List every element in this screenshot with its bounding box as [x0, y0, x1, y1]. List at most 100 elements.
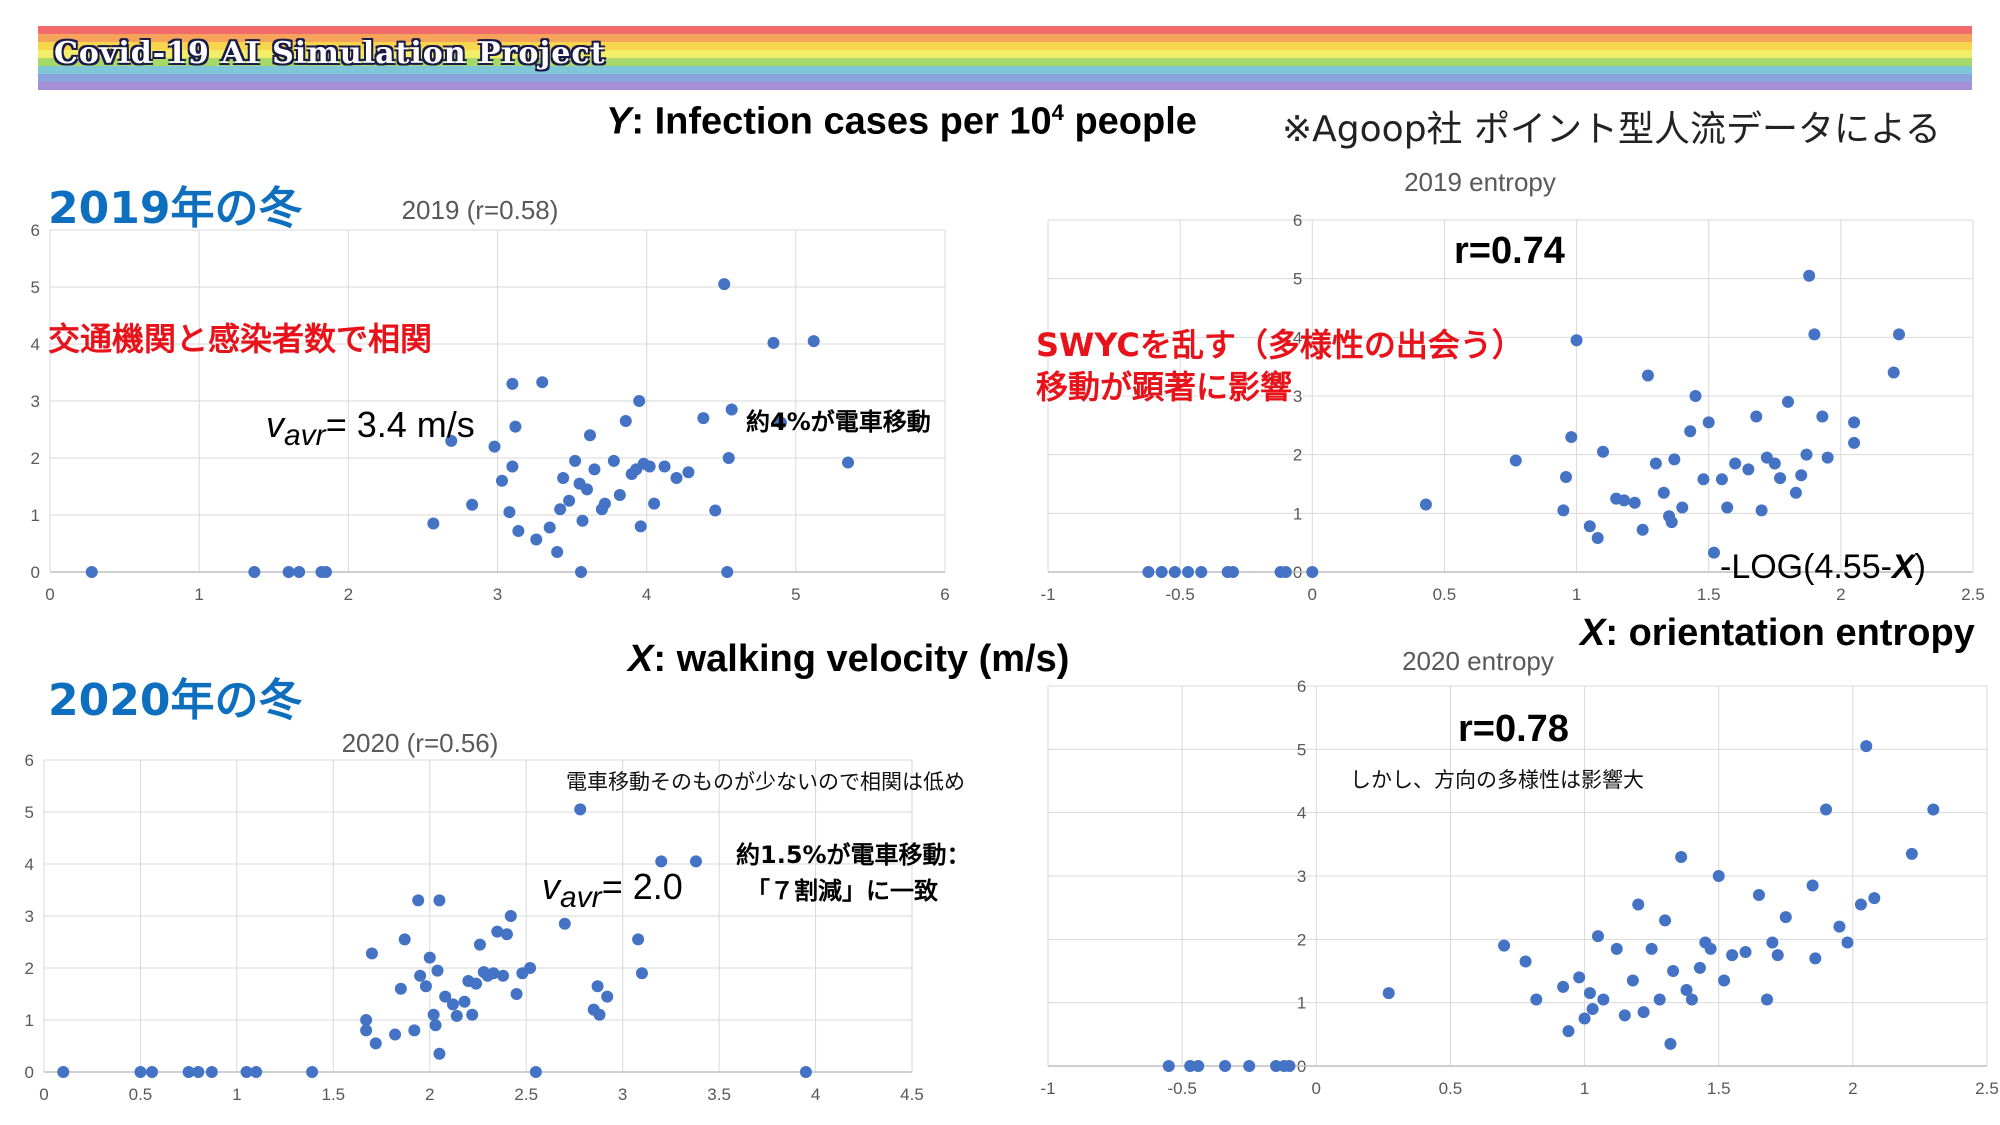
- data-point: [633, 395, 646, 407]
- data-point: [634, 520, 647, 533]
- data-point: [558, 917, 571, 930]
- data-point: [1712, 870, 1725, 882]
- data-point: [205, 1066, 218, 1078]
- vavr-value-2020: = 2.0: [601, 866, 683, 907]
- data-point: [1637, 1006, 1650, 1019]
- train-share-2020-line2: 「７割減」に一致: [746, 877, 938, 905]
- data-point: [1583, 520, 1596, 533]
- data-point: [601, 990, 614, 1003]
- y-tick-label: 5: [1293, 270, 1302, 289]
- x-tick-label: 1: [1580, 1079, 1589, 1098]
- data-point: [1659, 914, 1672, 927]
- data-point: [1729, 457, 1742, 470]
- title-banner: Covid-19 AI Simulation Project: [38, 26, 1972, 90]
- data-point: [1848, 436, 1861, 449]
- data-point: [709, 504, 722, 517]
- x-tick-label: 0: [45, 585, 54, 604]
- data-point: [670, 471, 683, 484]
- data-point: [1789, 486, 1802, 499]
- data-point: [414, 969, 427, 982]
- data-point: [1808, 328, 1821, 341]
- data-point: [509, 420, 522, 433]
- data-point: [1675, 851, 1688, 863]
- data-point: [530, 533, 543, 546]
- x-tick-label: 1.5: [322, 1085, 346, 1104]
- data-point: [774, 416, 787, 429]
- y-tick-label: 1: [31, 506, 40, 525]
- data-point: [1868, 892, 1881, 905]
- y-tick-label: 6: [1293, 211, 1302, 230]
- data-point: [293, 566, 306, 578]
- data-point: [1752, 889, 1765, 901]
- data-point: [389, 1028, 402, 1041]
- data-point: [1667, 965, 1680, 977]
- x-tick-label: 2.5: [1961, 585, 1985, 604]
- data-point: [1142, 566, 1155, 578]
- data-point: [1560, 470, 1572, 483]
- data-point: [1665, 516, 1678, 529]
- data-point: [1697, 473, 1710, 486]
- data-point: [593, 1008, 606, 1021]
- data-point: [1557, 504, 1570, 517]
- chart-title: 2020 (r=0.56): [342, 728, 499, 758]
- x-tick-label: 2.5: [514, 1085, 538, 1104]
- data-point: [1155, 566, 1168, 578]
- correlation-heading-left: 交通機関と感染者数で相関: [48, 320, 433, 358]
- x-tick-label: 2.5: [1975, 1079, 1999, 1098]
- data-point: [412, 894, 425, 907]
- x-tick-label: 2: [1848, 1079, 1857, 1098]
- data-point: [1570, 334, 1583, 347]
- data-point: [576, 514, 589, 527]
- data-point: [1800, 448, 1813, 461]
- data-point: [1854, 898, 1867, 911]
- x-tick-label: 3: [493, 585, 502, 604]
- y-tick-label: 1: [25, 1011, 34, 1030]
- data-point: [1755, 504, 1768, 517]
- data-point: [1726, 949, 1739, 962]
- data-point: [1419, 498, 1432, 511]
- data-point: [551, 546, 564, 559]
- x-tick-label: 2: [344, 585, 353, 604]
- y-tick-label: 4: [25, 855, 34, 874]
- data-point: [1192, 1060, 1205, 1072]
- y-tick-label: 3: [31, 392, 40, 411]
- data-point: [1803, 269, 1816, 282]
- data-point: [495, 474, 508, 487]
- data-point: [1779, 911, 1792, 924]
- y-tick-label: 1: [1293, 504, 1302, 523]
- data-point: [1653, 993, 1666, 1006]
- data-point: [1771, 949, 1784, 962]
- data-point: [1597, 993, 1610, 1006]
- x-tick-label: 3: [618, 1085, 627, 1104]
- data-point: [504, 910, 517, 922]
- data-point: [360, 1024, 373, 1037]
- data-point: [1893, 328, 1905, 341]
- data-point: [1739, 946, 1752, 958]
- data-point: [1618, 494, 1631, 507]
- y-tick-label: 6: [31, 221, 40, 240]
- data-point: [767, 336, 780, 349]
- data-point: [1591, 930, 1604, 943]
- chart-title: 2019 entropy: [1404, 167, 1556, 197]
- data-point: [689, 855, 702, 868]
- data-point: [1591, 531, 1604, 544]
- data-point: [536, 376, 549, 389]
- data-point: [1676, 501, 1689, 514]
- data-point: [1632, 898, 1645, 911]
- y-tick-label: 3: [1297, 867, 1306, 886]
- data-point: [497, 969, 510, 982]
- x-tick-label: 0.5: [1439, 1079, 1463, 1098]
- data-point: [433, 894, 446, 907]
- x-tick-label: 0: [1308, 585, 1317, 604]
- y-axis-exponent: 4: [1051, 100, 1064, 125]
- x-tick-label: 4: [811, 1085, 820, 1104]
- data-point: [529, 1066, 542, 1078]
- x-tick-label: 0: [39, 1085, 48, 1104]
- data-point: [1704, 942, 1717, 955]
- data-point: [1693, 961, 1706, 974]
- data-point: [1498, 939, 1511, 952]
- data-source-note: ※Agoop社 ポイント型人流データによる: [1282, 109, 1941, 150]
- data-point: [619, 414, 632, 427]
- y-tick-label: 3: [25, 907, 34, 926]
- data-point: [722, 452, 735, 464]
